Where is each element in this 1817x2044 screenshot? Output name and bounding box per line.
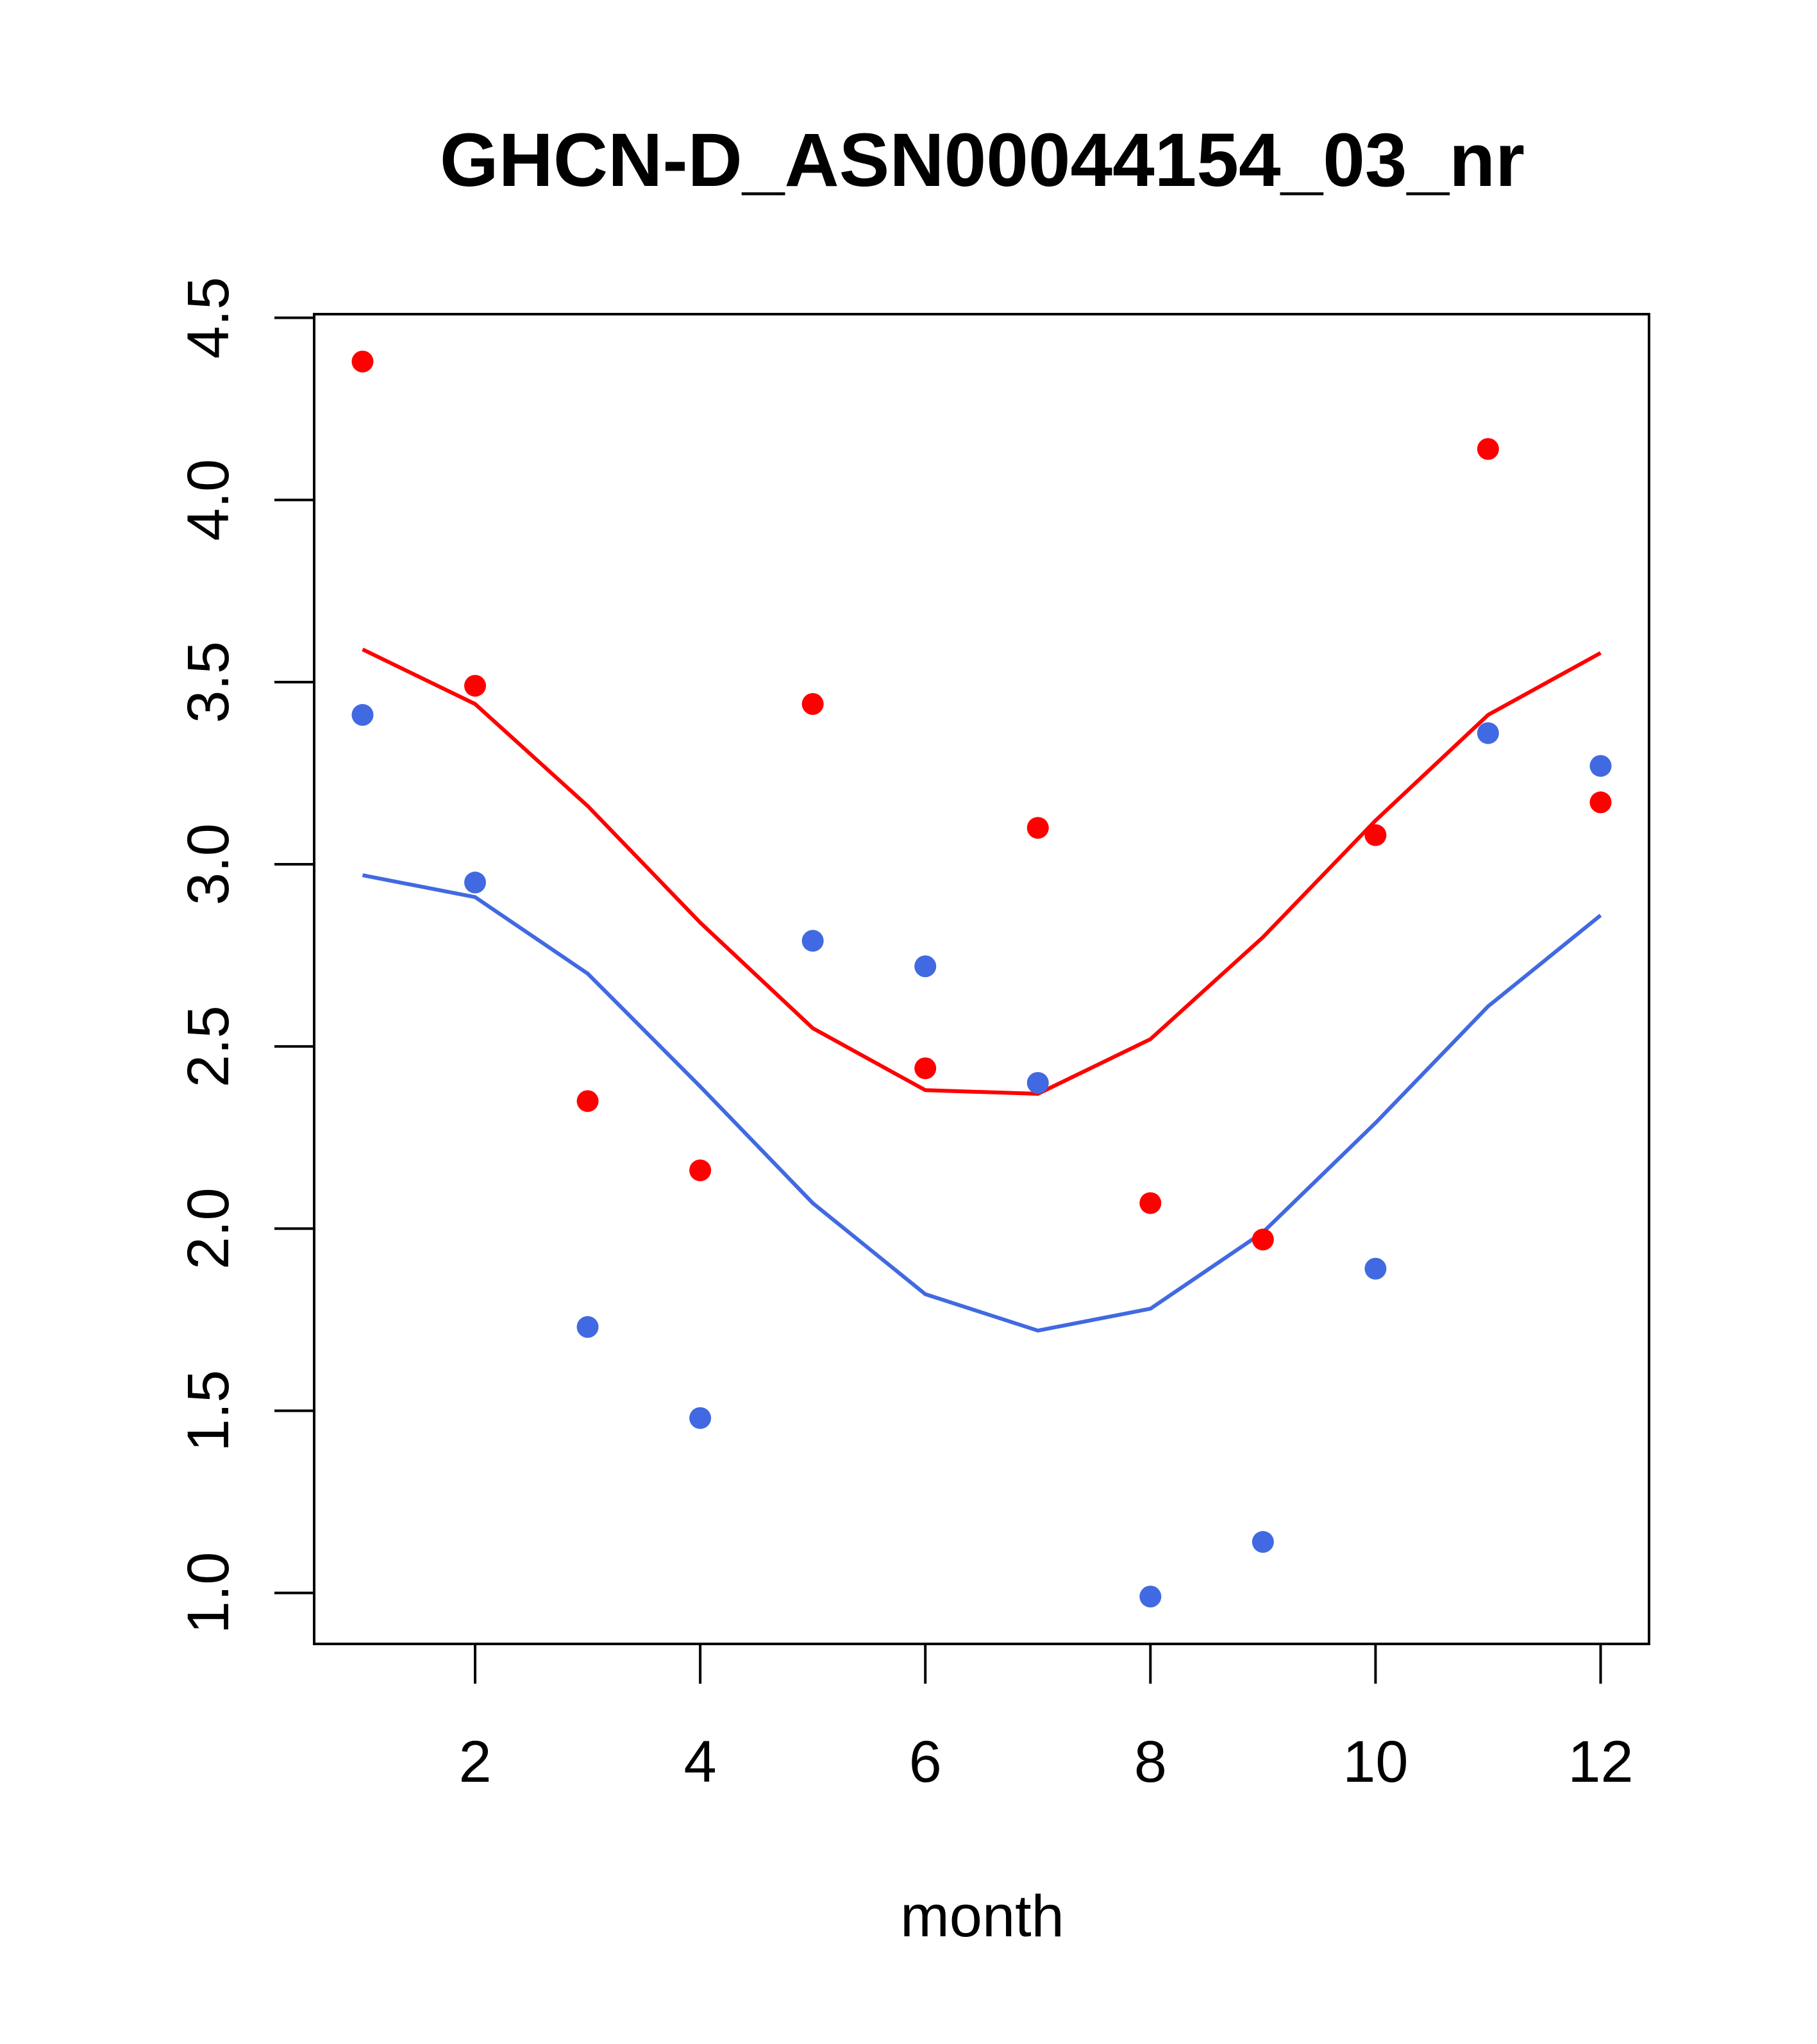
series-line xyxy=(362,648,1602,1096)
x-tick-label: 6 xyxy=(909,1729,942,1795)
data-point xyxy=(1252,1228,1274,1251)
data-point xyxy=(1026,1071,1049,1094)
data-point xyxy=(1139,1192,1162,1214)
chart-title: GHCN-D_ASN00044154_03_nr xyxy=(440,118,1525,203)
data-point xyxy=(1139,1586,1162,1608)
data-point xyxy=(801,692,824,715)
data-point xyxy=(1252,1530,1274,1553)
y-tick-label: 3.5 xyxy=(176,641,241,723)
series-line xyxy=(362,873,1602,1333)
x-axis-label: month xyxy=(900,1884,1064,1949)
data-point xyxy=(576,1316,599,1338)
data-point xyxy=(914,955,937,978)
data-point xyxy=(1589,755,1612,777)
y-tick-label: 4.0 xyxy=(176,459,241,541)
series-points xyxy=(351,350,1612,1608)
data-point xyxy=(914,1057,937,1080)
x-tick-label: 2 xyxy=(458,1729,491,1795)
y-tick-label: 3.0 xyxy=(176,823,241,905)
x-tick-label: 10 xyxy=(1343,1729,1408,1795)
data-point xyxy=(351,704,374,726)
y-tick-label: 1.5 xyxy=(176,1370,241,1452)
data-point xyxy=(464,871,487,894)
data-point xyxy=(576,1090,599,1112)
data-point xyxy=(801,930,824,952)
x-tick-label: 4 xyxy=(684,1729,717,1795)
data-point xyxy=(1026,817,1049,839)
data-point xyxy=(689,1159,712,1182)
x-tick-label: 8 xyxy=(1134,1729,1167,1795)
data-point xyxy=(1589,791,1612,814)
data-point xyxy=(1477,722,1499,744)
y-tick-label: 1.0 xyxy=(176,1552,241,1634)
y-axis: 1.0 1.5 2.0 2.5 3.0 3.5 4.0 4.5 xyxy=(176,277,315,1634)
x-axis: 2 4 6 8 10 12 xyxy=(458,1643,1634,1795)
y-tick-label: 4.5 xyxy=(176,277,241,359)
data-point xyxy=(689,1407,712,1429)
data-point xyxy=(1364,1257,1387,1280)
data-point xyxy=(351,350,374,373)
x-tick-label: 12 xyxy=(1568,1729,1633,1795)
data-point xyxy=(464,674,487,697)
data-point xyxy=(1477,438,1499,460)
data-point xyxy=(1364,824,1387,846)
plot-frame xyxy=(313,313,1650,1645)
y-tick-label: 2.5 xyxy=(176,1005,241,1087)
series-lines xyxy=(362,648,1602,1333)
y-tick-label: 2.0 xyxy=(176,1187,241,1269)
